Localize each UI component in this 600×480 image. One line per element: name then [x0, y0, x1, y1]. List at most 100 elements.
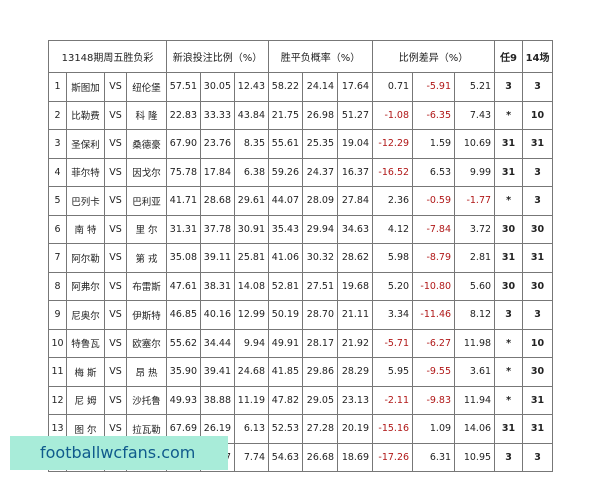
table-cell: 伊斯特 — [126, 300, 167, 330]
header-title: 13148期周五胜负彩 — [48, 40, 167, 73]
table-cell: -16.52 — [372, 157, 414, 187]
table-cell: 28.68 — [200, 186, 235, 216]
table-cell: VS — [104, 385, 127, 415]
table-cell: 7.74 — [234, 442, 269, 472]
table-cell: 46.85 — [166, 300, 201, 330]
table-cell: 4 — [48, 157, 67, 187]
table-cell: 8 — [48, 271, 67, 301]
table-cell: 5.98 — [372, 243, 414, 273]
table-cell: 26.98 — [302, 100, 338, 130]
table-cell: 23.13 — [336, 385, 374, 415]
table-cell: 29.86 — [302, 357, 338, 387]
table-cell: -1.08 — [372, 100, 414, 130]
header-sina: 新浪投注比例（%） — [166, 40, 269, 73]
table-row: 1 斯图加 VS 纽伦堡 57.51 30.05 12.43 58.22 24.14 17.64 0… — [48, 72, 554, 102]
table-cell: 28.29 — [336, 357, 374, 387]
table-cell: VS — [104, 72, 127, 102]
table-cell: 菲尔特 — [66, 157, 105, 187]
table-cell: 54.63 — [268, 442, 303, 472]
table-cell: 3 — [522, 72, 554, 102]
table-cell: 31 — [522, 385, 554, 415]
table-row: 11 梅 斯 VS 昂 热 35.90 39.41 24.68 41.85 29.86 28.29… — [48, 357, 554, 387]
table-cell: 17.84 — [200, 157, 235, 187]
table-cell: 10 — [522, 328, 554, 358]
table-cell: 31 — [522, 243, 554, 273]
table-cell: 5.60 — [454, 271, 496, 301]
table-cell: VS — [104, 129, 127, 159]
table-cell: 尼奥尔 — [66, 300, 105, 330]
table-cell: -7.84 — [412, 214, 456, 244]
table-cell: -5.71 — [372, 328, 414, 358]
table-cell: 8.12 — [454, 300, 496, 330]
table-cell: 6.38 — [234, 157, 269, 187]
table-cell: 昂 热 — [126, 357, 167, 387]
table-cell: 35.90 — [166, 357, 201, 387]
table-cell: -2.11 — [372, 385, 414, 415]
table-cell: 桑德豪 — [126, 129, 167, 159]
table-cell: 19.68 — [336, 271, 374, 301]
table-cell: 10.95 — [454, 442, 496, 472]
table-cell: 沙托鲁 — [126, 385, 167, 415]
table-cell: 巴利亚 — [126, 186, 167, 216]
table-cell: 1 — [48, 72, 67, 102]
table-cell: 10 — [48, 328, 67, 358]
table-cell: 10 — [522, 100, 554, 130]
table-cell: 2 — [48, 100, 67, 130]
table-cell: 30.32 — [302, 243, 338, 273]
table-cell: 巴列卡 — [66, 186, 105, 216]
table-cell: -5.91 — [412, 72, 456, 102]
table-cell: 7 — [48, 243, 67, 273]
table-cell: * — [494, 357, 524, 387]
table-row: 7 阿尔勒 VS 第 戎 35.08 39.11 25.81 41.06 30.32 28.62 5… — [48, 243, 554, 273]
table-cell: 41.85 — [268, 357, 303, 387]
table-cell: -9.83 — [412, 385, 456, 415]
table-cell: VS — [104, 243, 127, 273]
table-cell: 5.20 — [372, 271, 414, 301]
table-row: 12 尼 姆 VS 沙托鲁 49.93 38.88 11.19 47.82 29.05 23.13… — [48, 385, 554, 415]
table-cell: 51.27 — [336, 100, 374, 130]
table-cell: 比勒费 — [66, 100, 105, 130]
table-cell: 25.81 — [234, 243, 269, 273]
table-cell: VS — [104, 186, 127, 216]
table-cell: 1.59 — [412, 129, 456, 159]
table-row: 8 阿弗尔 VS 布雷斯 47.61 38.31 14.08 52.81 27.51 19.68 5… — [48, 271, 554, 301]
table-cell: 23.76 — [200, 129, 235, 159]
table-cell: 5.95 — [372, 357, 414, 387]
table-cell: -10.80 — [412, 271, 456, 301]
table-cell: 31 — [494, 243, 524, 273]
table-cell: 30 — [494, 214, 524, 244]
table-cell: 43.84 — [234, 100, 269, 130]
table-cell: 3 — [522, 186, 554, 216]
table-cell: VS — [104, 214, 127, 244]
table-row: 9 尼奥尔 VS 伊斯特 46.85 40.16 12.99 50.19 28.70 21.11 3… — [48, 300, 554, 330]
table-cell: 27.84 — [336, 186, 374, 216]
table-cell: * — [494, 186, 524, 216]
table-cell: 尼 姆 — [66, 385, 105, 415]
table-cell: 31 — [494, 157, 524, 187]
table-cell: 因戈尔 — [126, 157, 167, 187]
table-cell: 8.35 — [234, 129, 269, 159]
table-cell: 6.53 — [412, 157, 456, 187]
table-cell: 30 — [494, 271, 524, 301]
table-cell: 58.22 — [268, 72, 303, 102]
table-cell: 24.14 — [302, 72, 338, 102]
table-cell: 9 — [48, 300, 67, 330]
table-cell: 29.61 — [234, 186, 269, 216]
table-cell: 3 — [494, 300, 524, 330]
table-cell: VS — [104, 300, 127, 330]
table-cell: 南 特 — [66, 214, 105, 244]
table-cell: 3 — [494, 72, 524, 102]
table-cell: 30 — [522, 271, 554, 301]
table-cell: 11.19 — [234, 385, 269, 415]
table-row: 2 比勒费 VS 科 隆 22.83 33.33 43.84 21.75 26.98 51.27-… — [48, 100, 554, 130]
table-cell: 欧塞尔 — [126, 328, 167, 358]
table-cell: 38.88 — [200, 385, 235, 415]
table-cell: 37.78 — [200, 214, 235, 244]
table-cell: 9.99 — [454, 157, 496, 187]
table-cell: 特鲁瓦 — [66, 328, 105, 358]
table-cell: 3 — [48, 129, 67, 159]
header-diff: 比例差异（%） — [372, 40, 496, 73]
table-cell: -8.79 — [412, 243, 456, 273]
table-cell: 1.09 — [412, 414, 456, 444]
table-cell: 17.64 — [336, 72, 374, 102]
